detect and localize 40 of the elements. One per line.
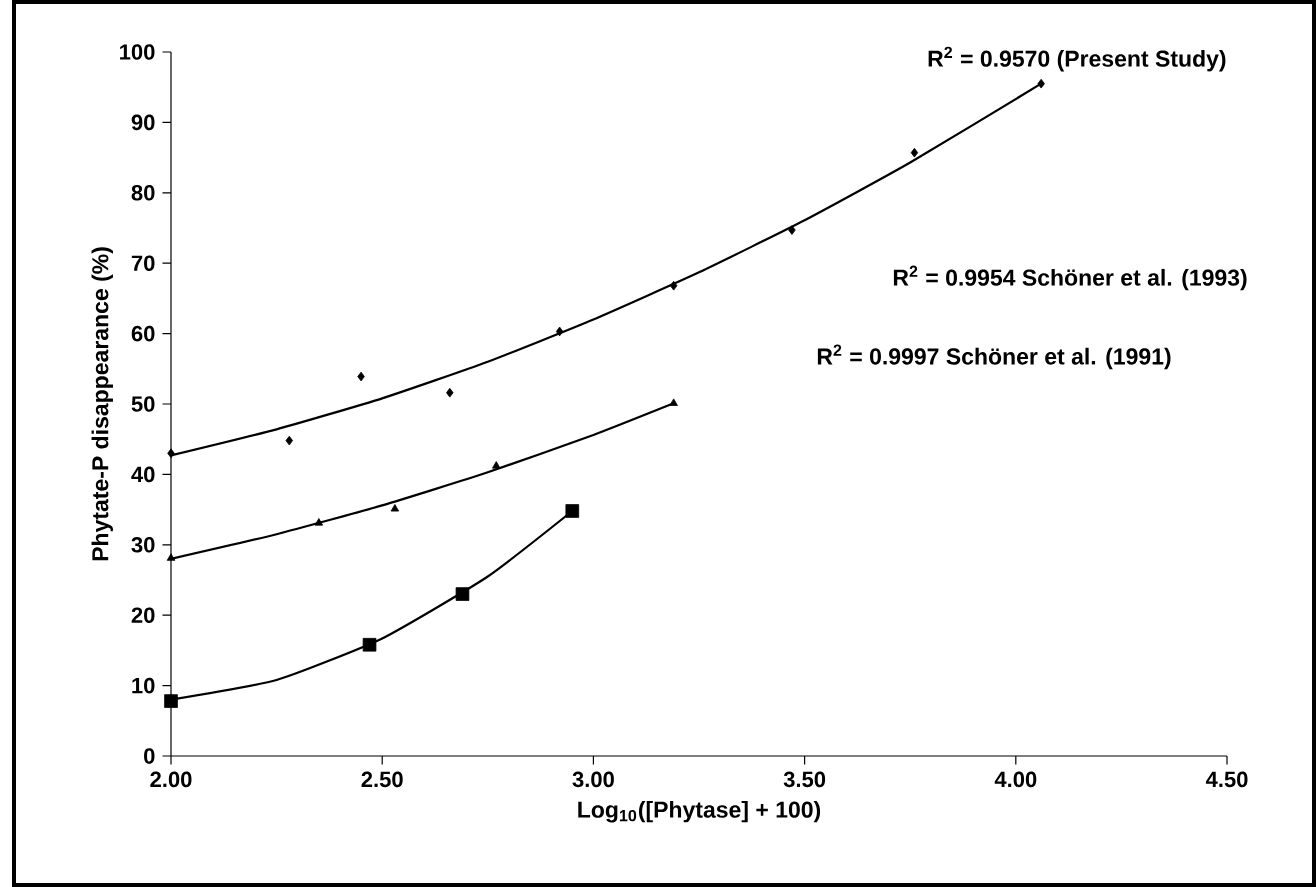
point <box>669 280 678 291</box>
y-tick-label: 100 <box>120 44 155 60</box>
y-tick-label: 40 <box>131 466 155 483</box>
y-tick-label: 30 <box>131 537 155 553</box>
x-axis-title: Log$_{10}$([Phytase] + 100) <box>578 800 821 823</box>
point <box>164 694 178 708</box>
y-tick-label: 50 <box>131 396 155 412</box>
annotation: R$^{2}$ = 0.9954 Schöner et al. (1993) <box>893 265 1247 291</box>
point <box>1037 78 1045 89</box>
x-tick-label: 4.50 <box>1205 771 1248 788</box>
point <box>455 587 470 601</box>
point <box>357 371 365 382</box>
y-axis-title: Phytate-P disappearance (%) <box>91 247 113 561</box>
x-tick-label: 4.00 <box>994 771 1037 788</box>
x-tick-label: 3.00 <box>572 771 614 788</box>
point <box>285 435 293 446</box>
point <box>669 398 678 406</box>
y-tick-label: 90 <box>131 114 155 131</box>
x-tick-label: 2.00 <box>150 771 192 788</box>
y-tick-label: 70 <box>131 255 155 271</box>
y-tick-label: 20 <box>131 607 155 623</box>
annotation: R$^{2}$ = 0.9570 (Present Study) <box>928 46 1226 72</box>
y-tick-label: 80 <box>131 185 155 201</box>
y-tick-label: 10 <box>132 677 155 694</box>
y-tick-label: 0 <box>144 748 155 764</box>
point <box>910 147 919 158</box>
x-tick-label: 2.50 <box>361 771 403 788</box>
point <box>314 518 324 526</box>
point <box>446 387 454 398</box>
point <box>565 504 580 518</box>
point <box>555 326 564 337</box>
annotation: R$^{2}$ = 0.9997 Schöner et al. (1991) <box>817 344 1171 370</box>
y-tick-label: 60 <box>131 325 155 342</box>
point <box>362 637 377 652</box>
point <box>788 225 796 235</box>
point <box>492 461 501 469</box>
point <box>166 553 176 561</box>
point <box>167 448 175 459</box>
x-tick-label: 3.50 <box>783 771 826 788</box>
point <box>390 504 400 512</box>
